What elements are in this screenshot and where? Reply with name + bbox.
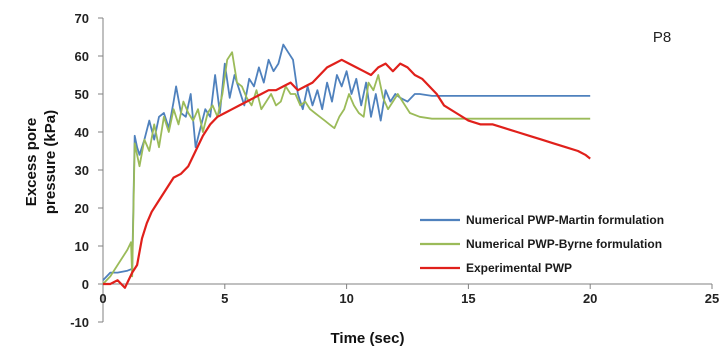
y-tick-label: 10 xyxy=(75,239,89,254)
y-tick-label: 30 xyxy=(75,163,89,178)
legend: Numerical PWP-Martin formulation Numerica… xyxy=(420,213,664,275)
y-tick-label: -10 xyxy=(70,315,89,330)
series-lines xyxy=(102,43,591,289)
x-tick-label: 5 xyxy=(221,291,228,306)
y-axis-title-line: Excess pore xyxy=(23,118,40,206)
y-tick-label: 70 xyxy=(75,11,89,26)
x-tick-label: 10 xyxy=(339,291,353,306)
legend-label: Experimental PWP xyxy=(466,261,572,275)
y-axis-title-line: pressure (kPa) xyxy=(42,110,59,214)
y-tick-label: 60 xyxy=(75,49,89,64)
series-line-2 xyxy=(102,51,591,285)
y-tick-labels: -10 0 10 20 30 40 50 60 70 xyxy=(70,11,89,330)
axes-group xyxy=(98,17,713,323)
plot-annotation: P8 xyxy=(653,29,671,46)
y-tick-label: 40 xyxy=(75,125,89,140)
x-tick-label: 0 xyxy=(99,291,106,306)
x-tick-label: 25 xyxy=(705,291,719,306)
x-tick-label: 15 xyxy=(461,291,475,306)
legend-label: Numerical PWP-Byrne formulation xyxy=(466,237,662,251)
x-axis-title: Time (sec) xyxy=(331,330,405,346)
legend-label: Numerical PWP-Martin formulation xyxy=(466,213,664,227)
y-tick-label: 0 xyxy=(82,277,89,292)
y-axis-title: Excess pore pressure (kPa) xyxy=(23,110,59,214)
series-line-1 xyxy=(102,43,591,281)
y-tick-label: 50 xyxy=(75,87,89,102)
y-tick-label: 20 xyxy=(75,201,89,216)
x-tick-labels: 0 5 10 15 20 25 xyxy=(99,291,719,306)
x-tick-label: 20 xyxy=(583,291,597,306)
series-line-3 xyxy=(103,58,591,289)
